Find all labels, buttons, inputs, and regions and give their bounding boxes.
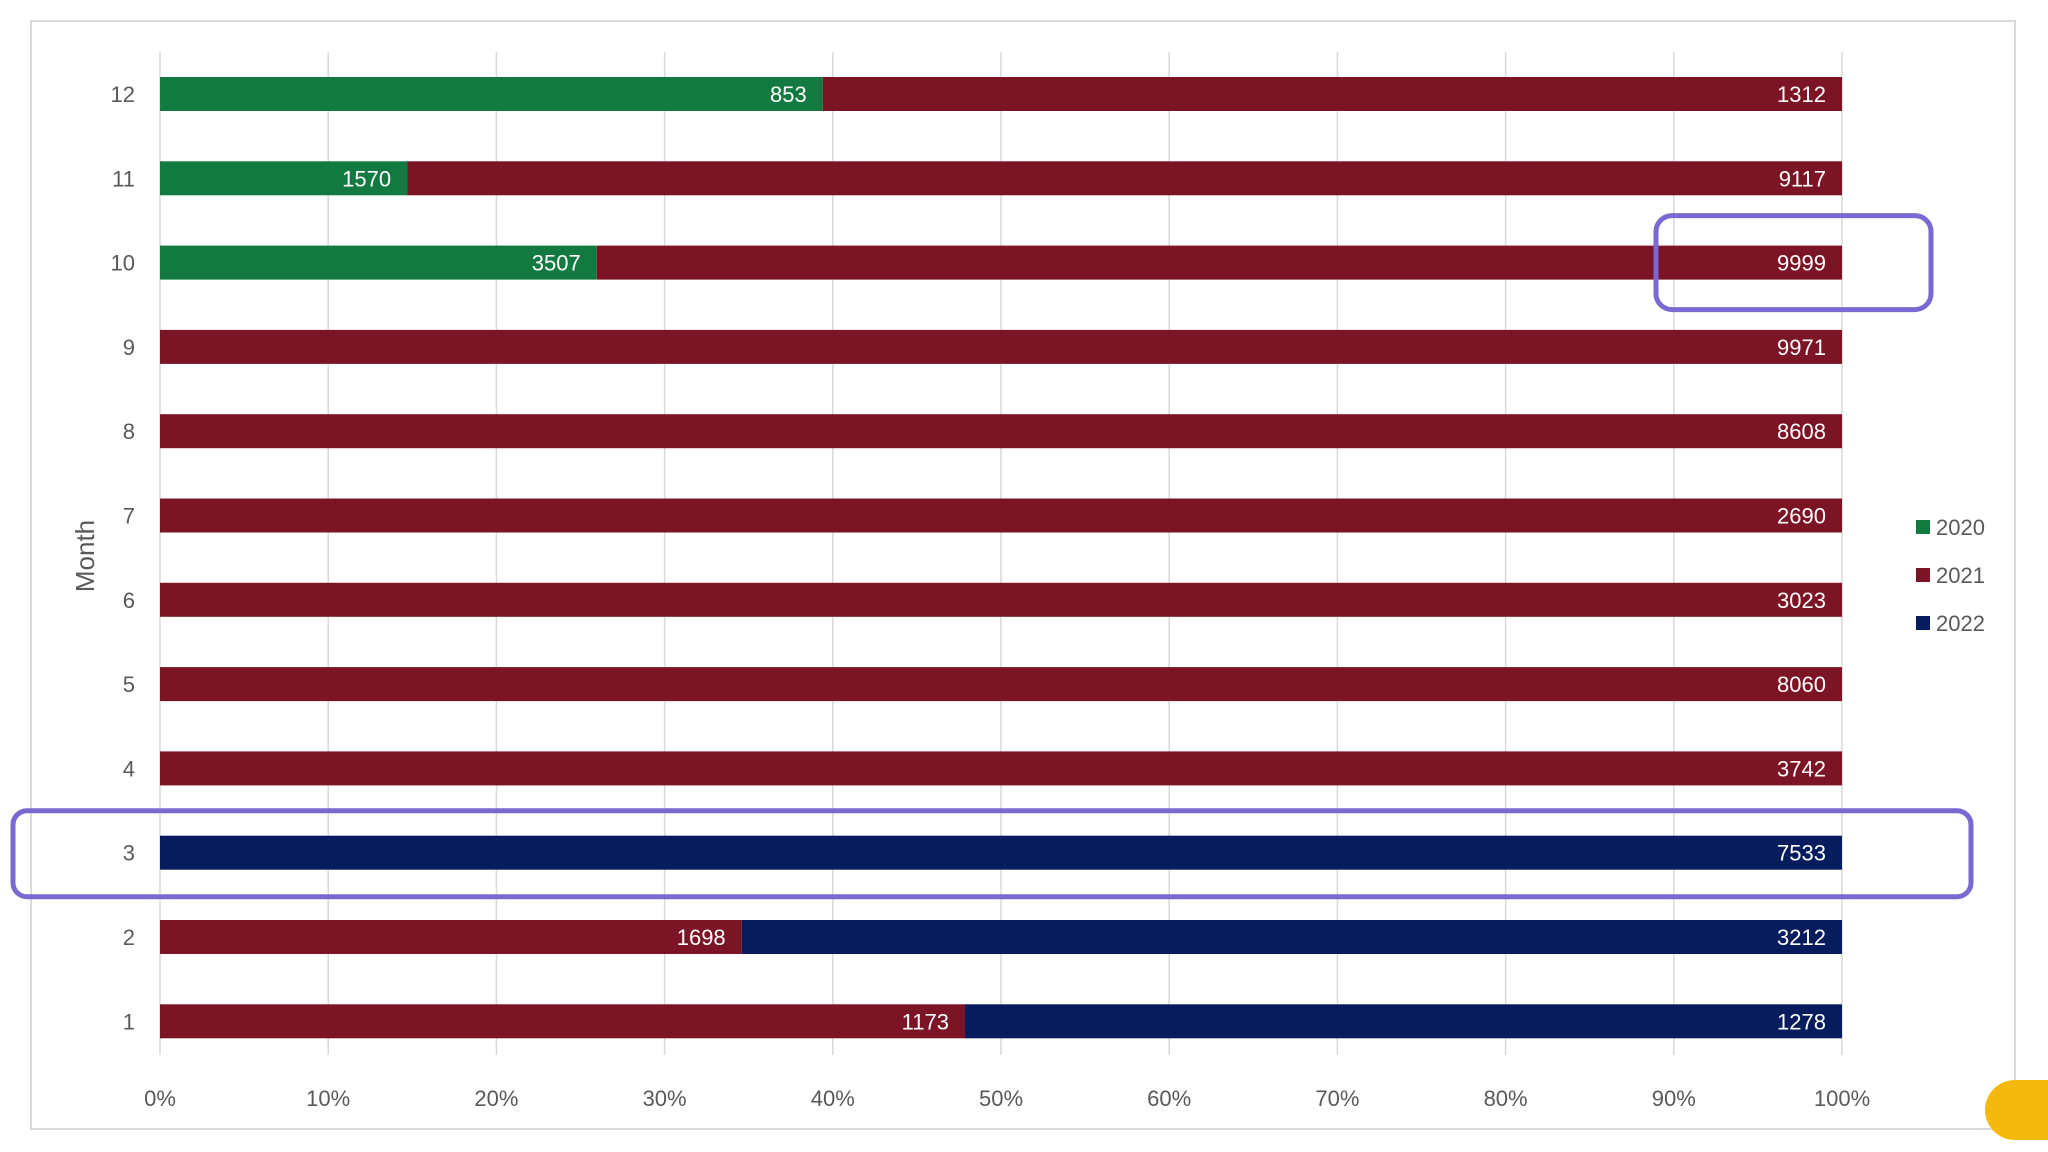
x-tick-label: 50% bbox=[979, 1086, 1023, 1111]
x-tick-label: 10% bbox=[306, 1086, 350, 1111]
x-tick-label: 80% bbox=[1484, 1086, 1528, 1111]
data-label: 3507 bbox=[532, 251, 581, 276]
data-label: 1278 bbox=[1777, 1009, 1826, 1034]
bar-2021-month-1 bbox=[160, 1004, 965, 1039]
y-tick-label: 10 bbox=[111, 251, 135, 276]
y-tick-label: 12 bbox=[111, 82, 135, 107]
legend-swatch-2020 bbox=[1916, 520, 1930, 534]
data-label: 3023 bbox=[1777, 588, 1826, 613]
x-tick-label: 70% bbox=[1315, 1086, 1359, 1111]
data-label: 1570 bbox=[342, 166, 391, 191]
data-label: 1312 bbox=[1777, 82, 1826, 107]
legend-label: 2020 bbox=[1936, 515, 1985, 540]
bar-2020-month-12 bbox=[160, 77, 823, 111]
data-label: 8608 bbox=[1777, 419, 1826, 444]
legend-label: 2021 bbox=[1936, 563, 1985, 588]
y-tick-label: 6 bbox=[123, 588, 135, 613]
bar-2021-month-11 bbox=[407, 161, 1842, 196]
bar-2022-month-3 bbox=[160, 835, 1842, 870]
bar-2021-month-7 bbox=[160, 498, 1842, 533]
bar-2021-month-10 bbox=[596, 245, 1842, 280]
y-tick-label: 1 bbox=[123, 1009, 135, 1034]
data-label: 9999 bbox=[1777, 251, 1826, 276]
x-tick-label: 90% bbox=[1652, 1086, 1696, 1111]
data-label: 1173 bbox=[902, 1009, 949, 1034]
corner-decoration bbox=[1985, 1080, 2048, 1140]
bar-2021-month-6 bbox=[160, 582, 1842, 617]
highlight-box-month-10-2021 bbox=[1653, 213, 1934, 313]
bar-2022-month-1 bbox=[964, 1004, 1842, 1039]
y-tick-label: 4 bbox=[123, 756, 135, 781]
legend-swatch-2022 bbox=[1916, 616, 1930, 630]
bar-2021-month-2 bbox=[160, 920, 742, 954]
y-tick-label: 9 bbox=[123, 335, 135, 360]
data-label: 9971 bbox=[1777, 335, 1826, 360]
y-tick-label: 2 bbox=[123, 925, 135, 950]
data-label: 853 bbox=[770, 82, 807, 107]
bar-2021-month-5 bbox=[160, 667, 1842, 702]
bar-2022-month-2 bbox=[741, 920, 1842, 954]
bar-2021-month-9 bbox=[160, 329, 1842, 364]
bar-2021-month-12 bbox=[822, 77, 1842, 111]
y-tick-label: 5 bbox=[123, 672, 135, 697]
highlight-box-month-3 bbox=[10, 808, 1974, 900]
y-axis-title: Month bbox=[70, 520, 100, 592]
legend-swatch-2021 bbox=[1916, 568, 1930, 582]
y-tick-label: 3 bbox=[123, 841, 135, 866]
legend-label: 2022 bbox=[1936, 611, 1985, 636]
bar-2020-month-10 bbox=[160, 245, 597, 280]
bar-2020-month-11 bbox=[160, 161, 408, 196]
x-tick-label: 40% bbox=[811, 1086, 855, 1111]
bar-2021-month-4 bbox=[160, 751, 1842, 786]
x-tick-label: 30% bbox=[643, 1086, 687, 1111]
x-tick-label: 0% bbox=[144, 1086, 176, 1111]
y-tick-label: 8 bbox=[123, 419, 135, 444]
data-label: 2690 bbox=[1777, 504, 1826, 529]
data-label: 1698 bbox=[677, 925, 726, 950]
y-tick-label: 11 bbox=[112, 166, 135, 191]
data-label: 9117 bbox=[1779, 166, 1826, 191]
bar-2021-month-8 bbox=[160, 414, 1842, 449]
x-tick-label: 60% bbox=[1147, 1086, 1191, 1111]
data-label: 8060 bbox=[1777, 672, 1826, 697]
data-label: 7533 bbox=[1777, 841, 1826, 866]
data-label: 3742 bbox=[1777, 756, 1826, 781]
data-label: 3212 bbox=[1777, 925, 1826, 950]
y-tick-label: 7 bbox=[123, 504, 135, 529]
x-tick-label: 20% bbox=[474, 1086, 518, 1111]
x-tick-label: 100% bbox=[1814, 1086, 1870, 1111]
